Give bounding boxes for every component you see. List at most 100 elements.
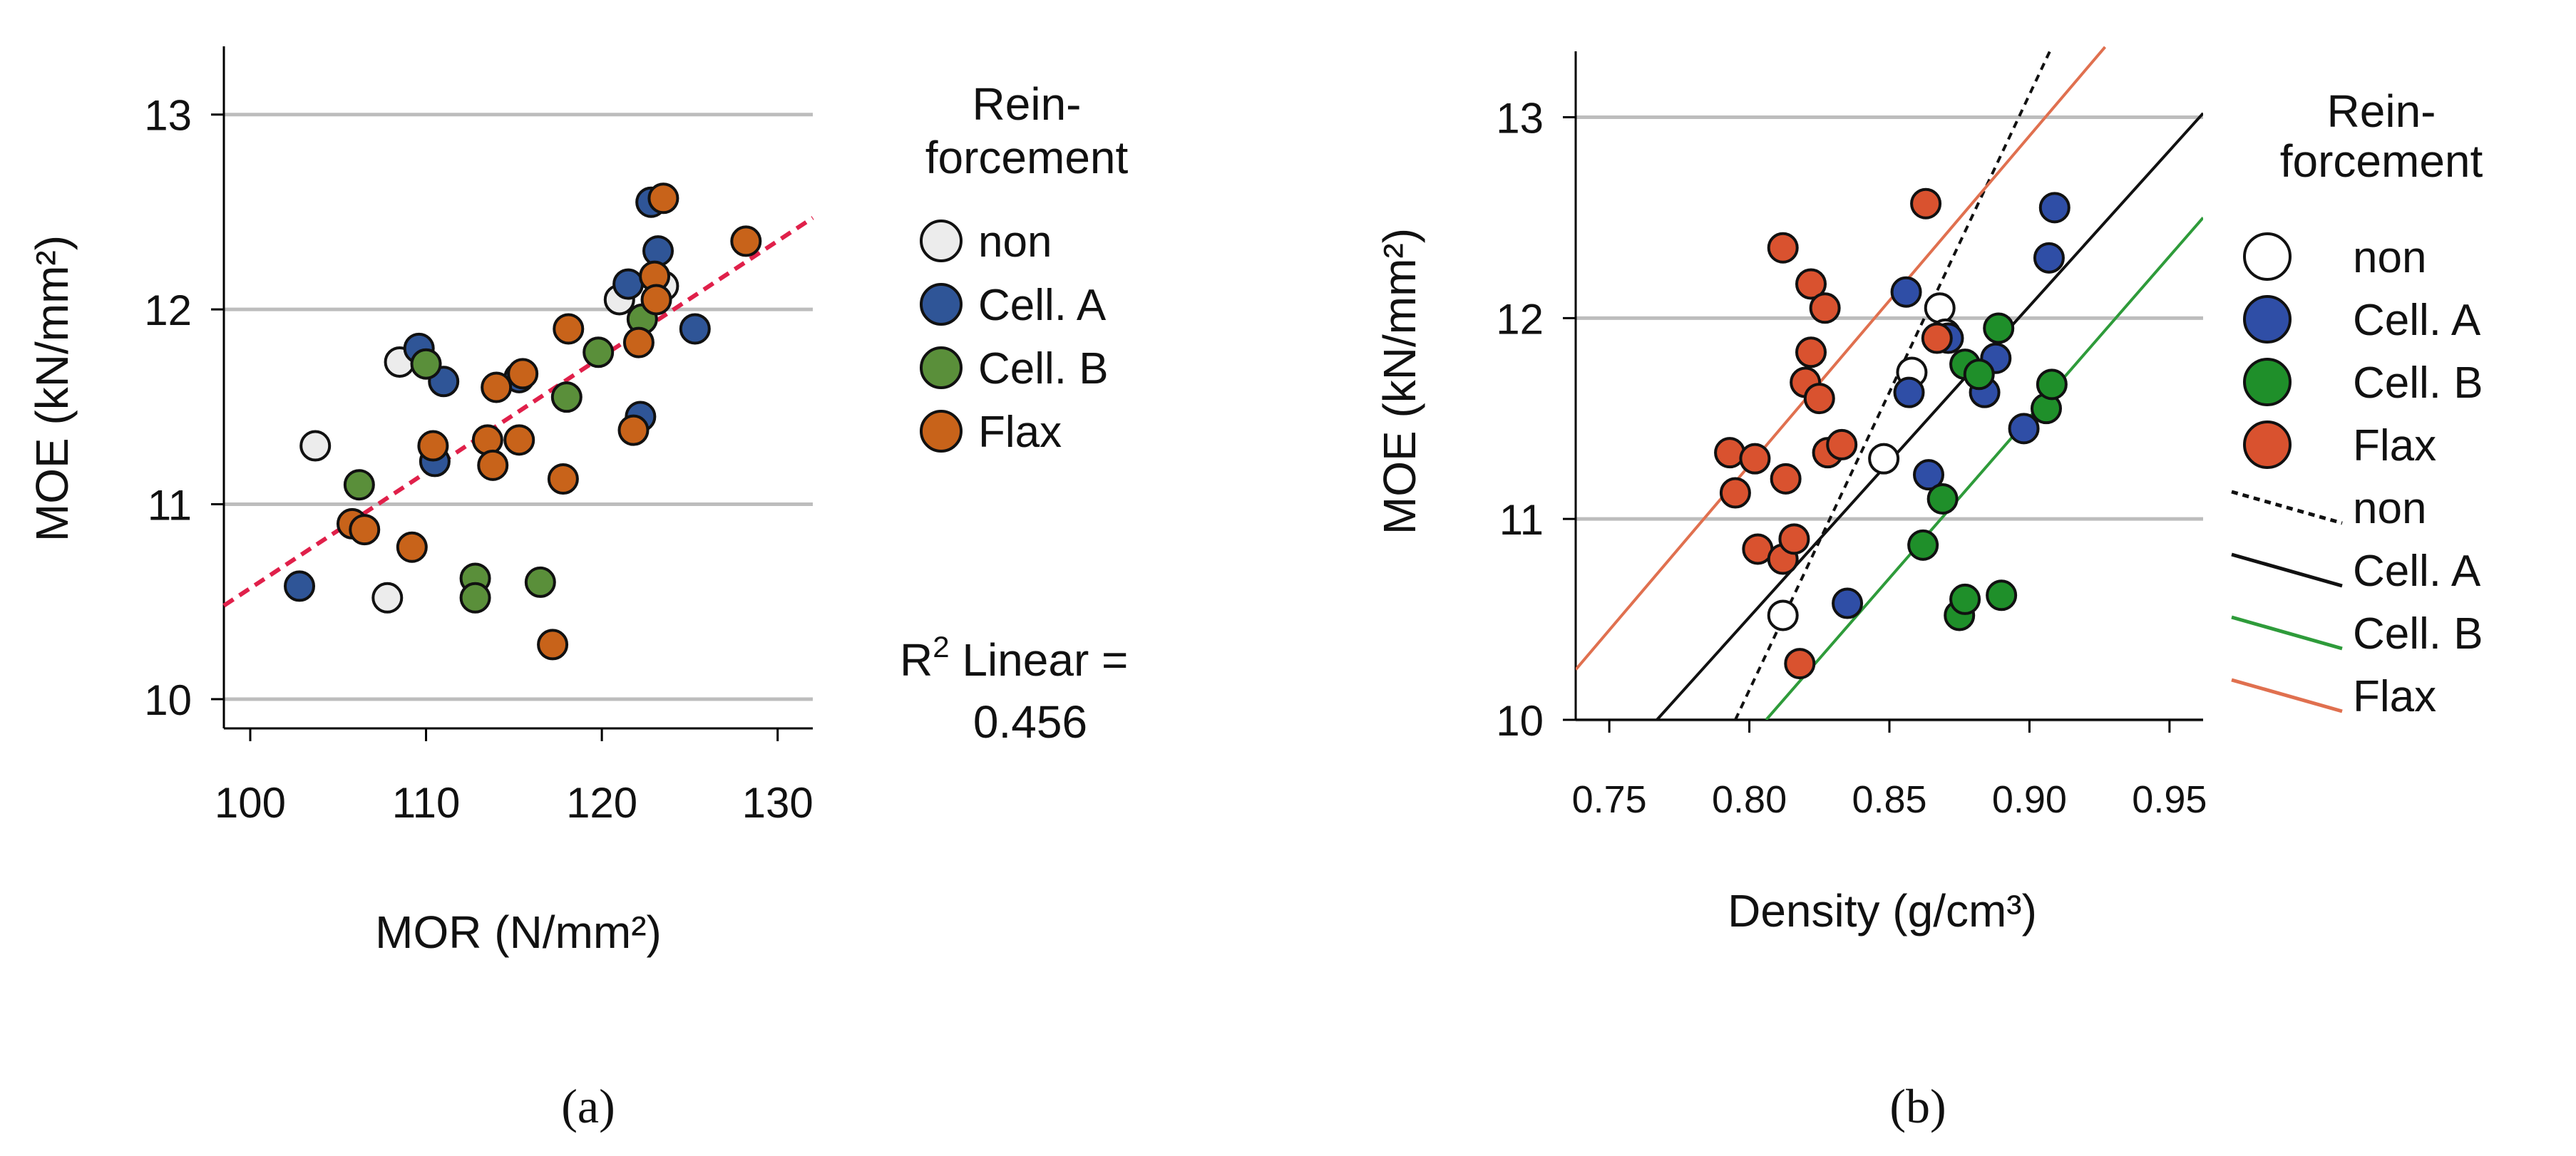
legend-line-cell-a	[2231, 552, 2343, 588]
data-point-cell-a	[2038, 192, 2070, 224]
data-point-flax	[471, 424, 503, 456]
panel-b-caption: (b)	[1889, 1079, 1946, 1133]
data-point-cell-b	[583, 336, 615, 368]
data-point-cell-b	[1926, 483, 1959, 515]
fit-line-non	[1734, 46, 2053, 720]
data-point-cell-b	[343, 469, 375, 501]
data-point-flax	[1803, 383, 1835, 415]
fit-line-flax	[1576, 46, 2107, 671]
panel-a-legend-entries: non Cell. A Cell. B Flax	[920, 217, 1109, 457]
legend-label-flax: Flax	[2353, 672, 2436, 721]
data-point-flax	[553, 313, 585, 345]
data-point-flax	[537, 629, 569, 661]
panel-a-r2-value: 0.456	[973, 696, 1087, 748]
data-point-flax	[1795, 336, 1827, 368]
panel-a-chart: 10 11 12 13 100 110 120 130 MOR (N/mm²) MOE (k…	[26, 46, 1129, 958]
data-point-cell-a	[2008, 413, 2040, 445]
panel-a-fit-line-group	[222, 216, 814, 608]
data-point-flax	[640, 284, 672, 316]
y-tick-label: 13	[1496, 95, 1544, 143]
panel-b-x-ticks: 0.75 0.80 0.85 0.90 0.95	[1572, 720, 2207, 821]
panel-a-points	[284, 182, 762, 661]
data-point-flax	[477, 449, 509, 481]
data-point-flax	[503, 424, 535, 456]
data-point-flax	[1910, 187, 1942, 220]
y-tick-label: 11	[148, 482, 192, 530]
panel-a-x-axis-label: MOR (N/mm²)	[375, 907, 662, 958]
legend-label-non: non	[978, 217, 1052, 267]
panel-b-points	[1714, 187, 2070, 680]
data-point-flax	[417, 430, 449, 462]
legend-line-non	[2231, 490, 2343, 525]
panel-a-y-ticks: 10 11 12 13	[144, 92, 224, 724]
data-point-non	[1767, 599, 1799, 631]
data-point-cell-b	[459, 582, 491, 614]
data-point-flax	[1921, 322, 1953, 354]
panel-a-gridlines	[224, 113, 813, 701]
panel-b-chart: 10 11 12 13 0.75 0.80 0.85 0.90 0.95 Density (g…	[1374, 46, 2483, 936]
x-tick-label: 100	[215, 779, 286, 827]
x-tick-label: 0.90	[1992, 778, 2067, 821]
y-tick-label: 12	[144, 287, 192, 334]
data-point-flax	[396, 531, 428, 563]
data-point-cell-b	[2036, 368, 2068, 401]
y-tick-label: 13	[144, 92, 192, 140]
data-point-non	[1868, 443, 1900, 475]
data-point-cell-b	[550, 381, 583, 413]
data-point-flax	[622, 326, 655, 358]
data-point-cell-b	[524, 566, 556, 598]
legend-marker-flax	[2243, 420, 2292, 469]
data-point-flax	[647, 182, 679, 215]
legend-label-flax: Flax	[2353, 421, 2436, 470]
data-point-non	[371, 582, 404, 614]
legend-marker-non	[2243, 232, 2292, 281]
y-tick-label: 10	[1496, 697, 1544, 745]
data-point-non	[299, 430, 332, 462]
panel-a-x-ticks: 100 110 120 130	[215, 728, 814, 827]
data-point-flax	[1809, 292, 1841, 324]
data-point-cell-b	[1986, 579, 2018, 611]
data-point-cell-a	[1893, 376, 1925, 408]
fit-line-cell-b	[1765, 217, 2203, 720]
data-point-cell-a	[1890, 276, 1922, 308]
y-tick-label: 12	[1496, 295, 1544, 343]
data-point-cell-a	[1832, 587, 1864, 619]
data-point-flax	[547, 463, 579, 495]
data-point-cell-b	[1907, 529, 1939, 561]
x-tick-label: 0.75	[1572, 778, 1647, 821]
panel-a-legend-title-2: forcement	[925, 132, 1129, 183]
legend-label-cell-a: Cell. A	[2353, 547, 2481, 596]
panel-a-r2-label: R2 Linear =	[900, 630, 1128, 686]
legend-marker-cell-a	[920, 283, 963, 326]
data-point-flax	[1770, 463, 1802, 495]
legend-label-non: non	[2353, 484, 2426, 533]
x-tick-label: 120	[566, 779, 637, 827]
panel-b-fit-lines	[1576, 46, 2203, 720]
y-tick-label: 11	[1499, 496, 1544, 544]
data-point-flax	[1784, 648, 1816, 680]
legend-label-cell-b: Cell. B	[2353, 358, 2483, 408]
legend-marker-non	[920, 220, 963, 262]
data-point-cell-b	[410, 348, 442, 380]
panel-b-legend-title-2: forcement	[2280, 135, 2483, 187]
data-point-flax	[1719, 477, 1751, 509]
panel-b-legend-entries: non Cell. A Cell. B Flax non Cell. A Cell. B Fl…	[2231, 232, 2483, 721]
panel-b-gridlines	[1576, 115, 2203, 722]
legend-marker-cell-b	[920, 346, 963, 389]
x-tick-label: 0.95	[2132, 778, 2207, 821]
data-point-flax	[507, 358, 539, 390]
legend-line-cell-b	[2231, 615, 2343, 651]
data-point-cell-a	[642, 235, 674, 267]
legend-marker-cell-a	[2243, 295, 2292, 344]
legend-label-non: non	[2353, 233, 2426, 282]
data-point-flax	[349, 514, 381, 546]
data-point-flax	[617, 414, 650, 446]
data-point-cell-a	[679, 313, 711, 345]
data-point-flax	[730, 225, 762, 257]
legend-label-flax: Flax	[978, 408, 1062, 457]
data-point-cell-a	[1913, 459, 1944, 491]
x-tick-label: 130	[742, 779, 814, 827]
data-point-flax	[1826, 428, 1858, 460]
legend-line-flax	[2231, 678, 2343, 713]
